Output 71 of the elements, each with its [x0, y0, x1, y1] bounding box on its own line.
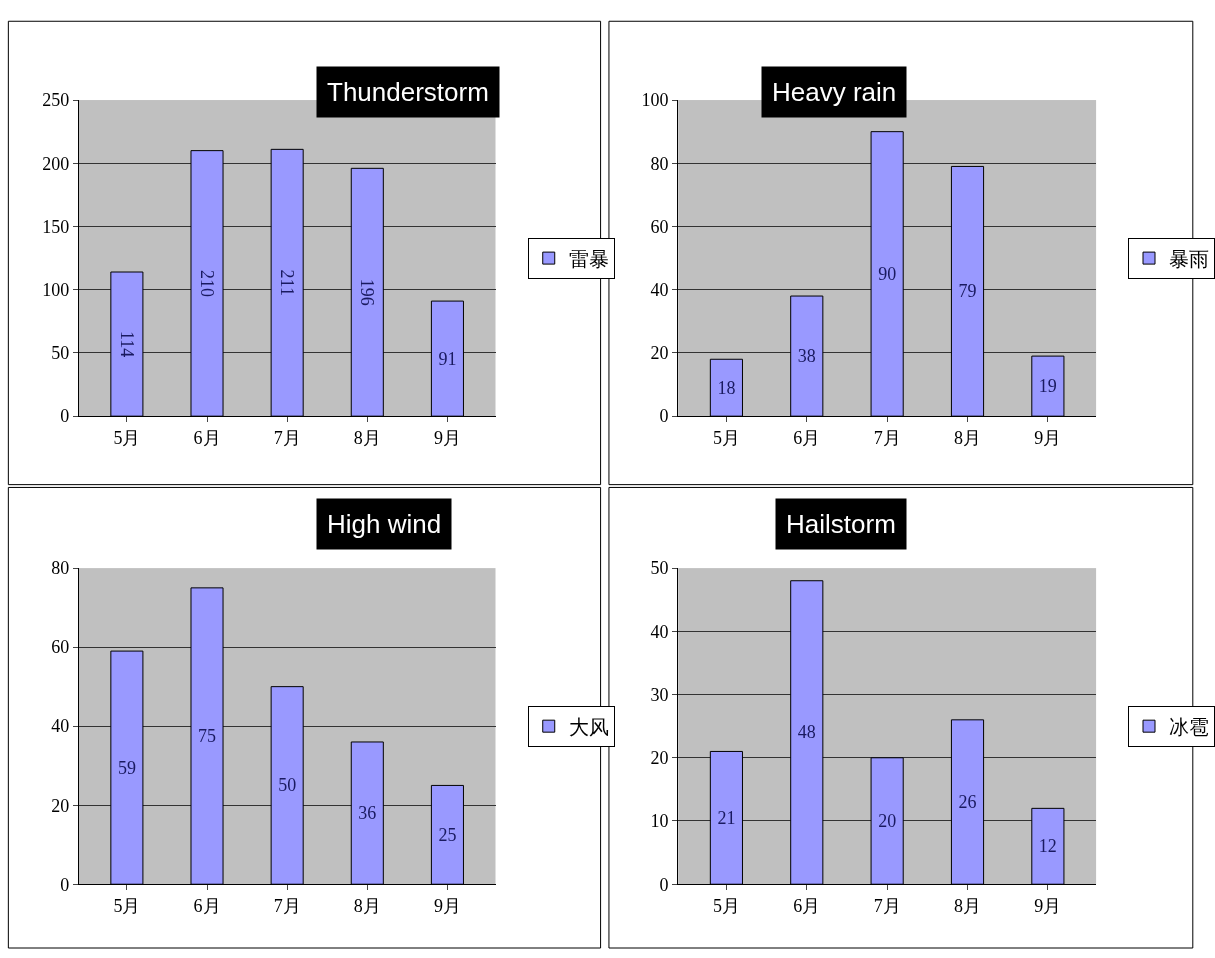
y-tick-label: 10 [650, 811, 669, 832]
x-tick-label: 8月 [954, 895, 982, 916]
x-tick-label: 8月 [353, 427, 381, 448]
x-tick-label: 6月 [793, 895, 821, 916]
y-tick-label: 250 [42, 90, 70, 111]
x-tick-label: 7月 [273, 895, 301, 916]
y-tick-label: 20 [650, 343, 669, 364]
y-tick-label: 50 [51, 343, 70, 364]
data-label: 59 [117, 757, 136, 778]
x-tick-label: 6月 [793, 427, 821, 448]
data-label: 20 [878, 810, 897, 831]
chart-title: Hailstorm [786, 509, 896, 539]
data-label: 210 [197, 269, 218, 297]
data-label: 26 [958, 792, 977, 813]
data-label: 19 [1038, 376, 1057, 397]
y-tick-label: 80 [51, 558, 70, 579]
data-label: 50 [278, 775, 297, 796]
y-tick-label: 100 [42, 280, 70, 301]
y-tick-label: 150 [42, 216, 70, 237]
y-tick-label: 0 [659, 406, 669, 427]
y-tick-label: 20 [650, 748, 669, 769]
data-label: 91 [438, 348, 457, 369]
x-tick-label: 7月 [873, 427, 901, 448]
data-label: 36 [358, 803, 377, 824]
y-tick-label: 0 [60, 406, 70, 427]
data-label: 21 [717, 807, 736, 828]
x-tick-label: 5月 [113, 427, 141, 448]
legend-label: 雷暴 [568, 247, 609, 270]
y-tick-label: 40 [650, 621, 669, 642]
y-tick-label: 200 [42, 153, 70, 174]
y-tick-label: 0 [60, 874, 70, 895]
y-tick-label: 40 [650, 280, 669, 301]
x-tick-label: 5月 [712, 427, 740, 448]
data-label: 38 [797, 346, 816, 367]
data-label: 196 [357, 278, 378, 306]
x-tick-label: 9月 [1034, 427, 1062, 448]
data-label: 12 [1038, 836, 1057, 857]
x-tick-label: 6月 [193, 427, 221, 448]
y-tick-label: 60 [650, 216, 669, 237]
y-tick-label: 80 [650, 153, 669, 174]
y-tick-label: 40 [51, 716, 70, 737]
chart-title: Heavy rain [772, 77, 897, 107]
data-label: 18 [717, 377, 736, 398]
chart-title: High wind [327, 509, 442, 539]
data-label: 211 [277, 269, 298, 296]
y-tick-label: 100 [641, 90, 669, 111]
x-tick-label: 9月 [1034, 895, 1062, 916]
x-tick-label: 9月 [433, 895, 461, 916]
x-tick-label: 5月 [113, 895, 141, 916]
y-tick-label: 20 [51, 795, 70, 816]
y-tick-label: 0 [659, 874, 669, 895]
legend-label: 大风 [568, 715, 609, 738]
data-label: 90 [878, 263, 897, 284]
legend-label: 暴雨 [1169, 247, 1209, 270]
x-tick-label: 9月 [433, 427, 461, 448]
x-tick-label: 5月 [712, 895, 740, 916]
data-label: 79 [958, 281, 977, 302]
y-tick-label: 50 [650, 558, 669, 579]
x-tick-label: 8月 [353, 895, 381, 916]
y-tick-label: 60 [51, 637, 70, 658]
x-tick-label: 7月 [873, 895, 901, 916]
chart-title: Thunderstorm [327, 77, 489, 107]
x-tick-label: 6月 [193, 895, 221, 916]
legend-label: 冰雹 [1169, 715, 1209, 738]
data-label: 25 [438, 824, 457, 845]
y-tick-label: 30 [650, 684, 669, 705]
data-label: 114 [116, 330, 137, 358]
data-label: 48 [797, 722, 816, 743]
data-label: 75 [198, 726, 217, 747]
x-tick-label: 7月 [273, 427, 301, 448]
x-tick-label: 8月 [954, 427, 982, 448]
